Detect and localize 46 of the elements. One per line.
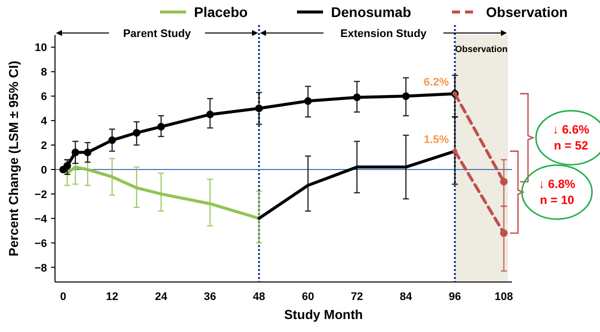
annotation: Extension Study: [340, 28, 428, 40]
y-tick-label: −4: [34, 213, 48, 226]
y-tick-label: −2: [34, 188, 47, 201]
point: [500, 178, 508, 186]
y-tick-label: 2: [40, 140, 47, 152]
point: [353, 94, 361, 102]
point: [72, 148, 80, 156]
x-tick-label: 108: [494, 291, 514, 303]
y-tick-label: −6: [34, 238, 47, 250]
x-tick-label: 0: [60, 291, 66, 303]
x-axis-title: Study Month: [284, 307, 363, 322]
x-tick-label: 72: [350, 291, 364, 303]
x-tick-label: 84: [400, 291, 413, 303]
point: [84, 148, 92, 156]
x-tick-label: 12: [106, 291, 118, 303]
point: [108, 136, 116, 144]
y-tick-label: −8: [34, 262, 47, 274]
text: ↓ 6.8% n = 10: [538, 177, 576, 208]
x-tick-label: 96: [448, 291, 461, 303]
point: [206, 110, 214, 118]
point: [452, 148, 458, 154]
x-tick-label: 36: [204, 291, 216, 303]
x-tick-label: 24: [154, 291, 168, 303]
x-tick-label: 48: [252, 291, 266, 303]
point: [132, 129, 140, 137]
x-tick-label: 60: [302, 291, 314, 303]
point: [157, 122, 165, 131]
y-tick-label: 0: [40, 164, 47, 177]
point: [63, 162, 72, 170]
y-tick-label: 6: [40, 91, 47, 104]
y-tick-label: 4: [40, 116, 48, 128]
annotation: Parent Study: [123, 28, 192, 40]
point: [500, 229, 508, 237]
y-axis-title: Percent Change (LSM ± 95% CI): [6, 60, 21, 256]
y-tick-label: 10: [34, 42, 47, 54]
legend-label: Placebo: [194, 4, 248, 20]
text: ↓ 6.6% n = 52: [552, 122, 590, 153]
annotation: 6.2%: [424, 76, 450, 89]
point: [402, 92, 410, 100]
point: [255, 104, 263, 112]
legend-label: Denosumab: [331, 4, 412, 20]
legend-label: Observation: [486, 4, 568, 20]
y-tick-label: 8: [40, 66, 47, 79]
point: [304, 97, 312, 105]
band-label: Observation: [455, 44, 508, 54]
annotation: 1.5%: [424, 134, 450, 146]
